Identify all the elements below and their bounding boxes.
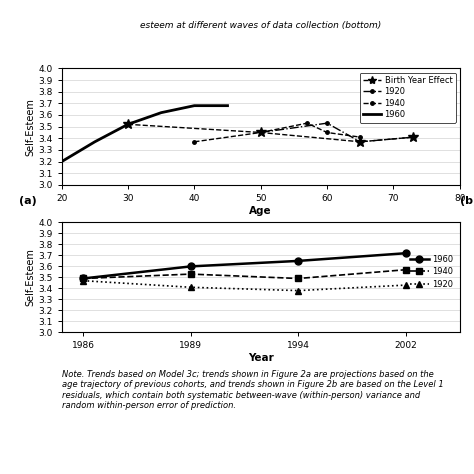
- X-axis label: Age: Age: [249, 206, 272, 216]
- Text: Note. Trends based on Model 3c; trends shown in Figure 2a are projections based : Note. Trends based on Model 3c; trends s…: [62, 370, 443, 410]
- Y-axis label: Self-Esteem: Self-Esteem: [26, 98, 36, 155]
- Text: (b): (b): [460, 196, 474, 207]
- Legend: 1960, 1940, 1920: 1960, 1940, 1920: [408, 253, 456, 291]
- Y-axis label: Self-Esteem: Self-Esteem: [26, 248, 36, 306]
- X-axis label: Year: Year: [248, 353, 273, 363]
- Text: esteem at different waves of data collection (bottom): esteem at different waves of data collec…: [140, 21, 381, 30]
- Legend: Birth Year Effect, 1920, 1940, 1960: Birth Year Effect, 1920, 1940, 1960: [360, 73, 456, 123]
- Text: (a): (a): [19, 196, 36, 207]
